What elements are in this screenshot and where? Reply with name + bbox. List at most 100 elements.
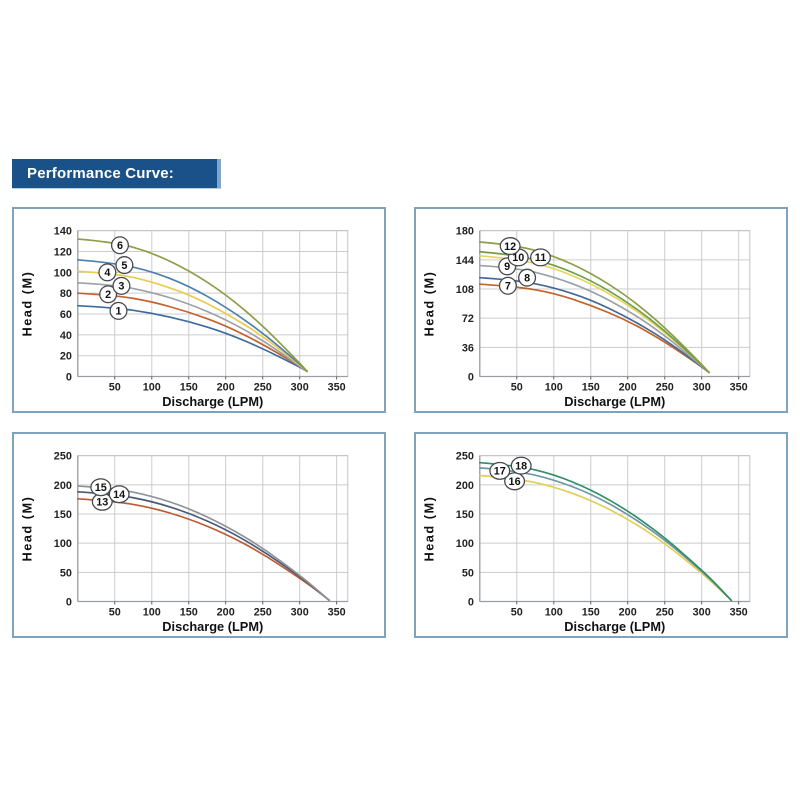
curve-label-number-10: 10 [512,252,524,264]
curve-label-circle-15 [90,478,112,497]
x-axis-title: Discharge (LPM) [564,619,665,634]
y-tick-label-100: 100 [54,538,72,550]
y-tick-label-200: 200 [54,480,72,492]
x-axis-title: Discharge (LPM) [162,394,263,409]
curve-label-number-14: 14 [113,489,125,501]
curve-4 [76,270,308,373]
curve-5 [76,259,308,373]
section-title: Performance Curve: [27,165,174,182]
x-tick-label-100: 100 [545,606,563,618]
y-tick-label-120: 120 [54,246,72,258]
y-tick-label-0: 0 [66,596,72,608]
x-tick-label-50: 50 [109,606,121,618]
chart-panel-4: 50 100 150 200 250 300 350 0 50 100 150 200 250 Disch… [414,432,788,638]
x-tick-label-350: 350 [328,381,346,393]
y-tick-label-140: 140 [54,226,72,238]
curve-label-circle-7 [498,276,517,295]
x-tick-label-50: 50 [511,381,523,393]
x-tick-label-300: 300 [291,381,309,393]
curve-9 [478,264,710,374]
x-tick-label-200: 200 [217,606,235,618]
curve-label-circle-5 [115,256,134,275]
y-axis-title: Head (M) [19,271,34,337]
x-tick-label-150: 150 [582,381,600,393]
performance-chart-1: 50 100 150 200 250 300 350 0 20 40 60 80 100 120 140 Di… [19,226,349,409]
y-tick-label-50: 50 [462,567,474,579]
y-tick-label-40: 40 [60,330,72,342]
y-tick-label-20: 20 [60,351,72,363]
curve-label-circle-12 [499,237,521,256]
x-tick-label-250: 250 [656,606,674,618]
x-tick-label-150: 150 [180,606,198,618]
y-tick-label-36: 36 [462,342,474,354]
curve-18 [478,461,733,602]
x-tick-label-250: 250 [254,381,272,393]
curve-label-number-6: 6 [117,240,123,252]
curve-label-number-16: 16 [509,476,521,488]
x-tick-label-50: 50 [109,381,121,393]
curve-6 [76,238,308,373]
chart-panel-1: 50 100 150 200 250 300 350 0 20 40 60 80 100 120 140 Di… [12,207,386,413]
curve-label-circle-11 [530,248,551,267]
x-tick-label-200: 200 [619,381,637,393]
curve-2 [76,292,308,373]
curve-label-number-13: 13 [96,497,108,509]
curve-3 [76,281,308,373]
y-tick-label-144: 144 [456,255,474,267]
x-tick-label-300: 300 [291,606,309,618]
y-tick-label-50: 50 [60,567,72,579]
y-tick-label-250: 250 [456,451,474,463]
curve-label-number-8: 8 [524,273,530,285]
curve-1 [76,304,308,373]
curve-label-number-5: 5 [121,260,127,272]
x-tick-label-350: 350 [730,606,748,618]
curve-label-circle-2 [99,285,118,304]
y-tick-label-100: 100 [456,538,474,550]
y-tick-label-0: 0 [468,371,474,383]
curve-label-number-15: 15 [95,482,107,494]
y-tick-label-150: 150 [54,509,72,521]
x-tick-label-150: 150 [180,381,198,393]
y-tick-label-250: 250 [54,451,72,463]
y-axis-title: Head (M) [421,271,436,337]
y-tick-label-72: 72 [462,313,474,325]
curve-label-circle-4 [98,263,117,282]
x-tick-label-250: 250 [254,606,272,618]
curve-10 [478,254,710,374]
curve-label-number-18: 18 [515,460,527,472]
y-tick-label-0: 0 [66,371,72,383]
x-tick-label-50: 50 [511,606,523,618]
y-tick-label-180: 180 [456,226,474,238]
curve-label-number-12: 12 [504,241,516,253]
x-tick-label-100: 100 [545,381,563,393]
x-tick-label-350: 350 [328,606,346,618]
x-axis-title: Discharge (LPM) [162,619,263,634]
x-tick-label-250: 250 [656,381,674,393]
performance-chart-4: 50 100 150 200 250 300 350050100150200250Disch… [421,451,751,634]
curve-label-circle-16 [504,472,526,491]
curve-15 [76,485,331,602]
x-tick-label-100: 100 [143,381,161,393]
x-axis-title: Discharge (LPM) [564,394,665,409]
y-tick-label-100: 100 [54,267,72,279]
curve-label-number-9: 9 [504,261,510,273]
x-tick-label-200: 200 [217,381,235,393]
curve-label-circle-17 [489,461,511,480]
y-tick-label-200: 200 [456,480,474,492]
chart-panel-2: 50 100 150 200 250 300 350 0 36 72 108 144 180 Discha… [414,207,788,413]
curve-13 [76,497,331,602]
y-tick-label-0: 0 [468,596,474,608]
performance-chart-2: 50 100 150 200 250 300 350 0 36 72 108 144 180 Discha… [421,226,751,409]
y-tick-label-108: 108 [456,284,474,296]
curve-label-circle-18 [510,456,532,475]
x-tick-label-150: 150 [582,606,600,618]
curve-label-number-2: 2 [105,289,111,301]
curve-16 [478,474,733,602]
curve-label-number-17: 17 [494,466,506,478]
y-axis-title: Head (M) [421,496,436,562]
x-tick-label-300: 300 [693,606,711,618]
curve-label-circle-1 [109,301,128,320]
curve-label-circle-8 [518,268,537,287]
curve-8 [478,276,710,374]
